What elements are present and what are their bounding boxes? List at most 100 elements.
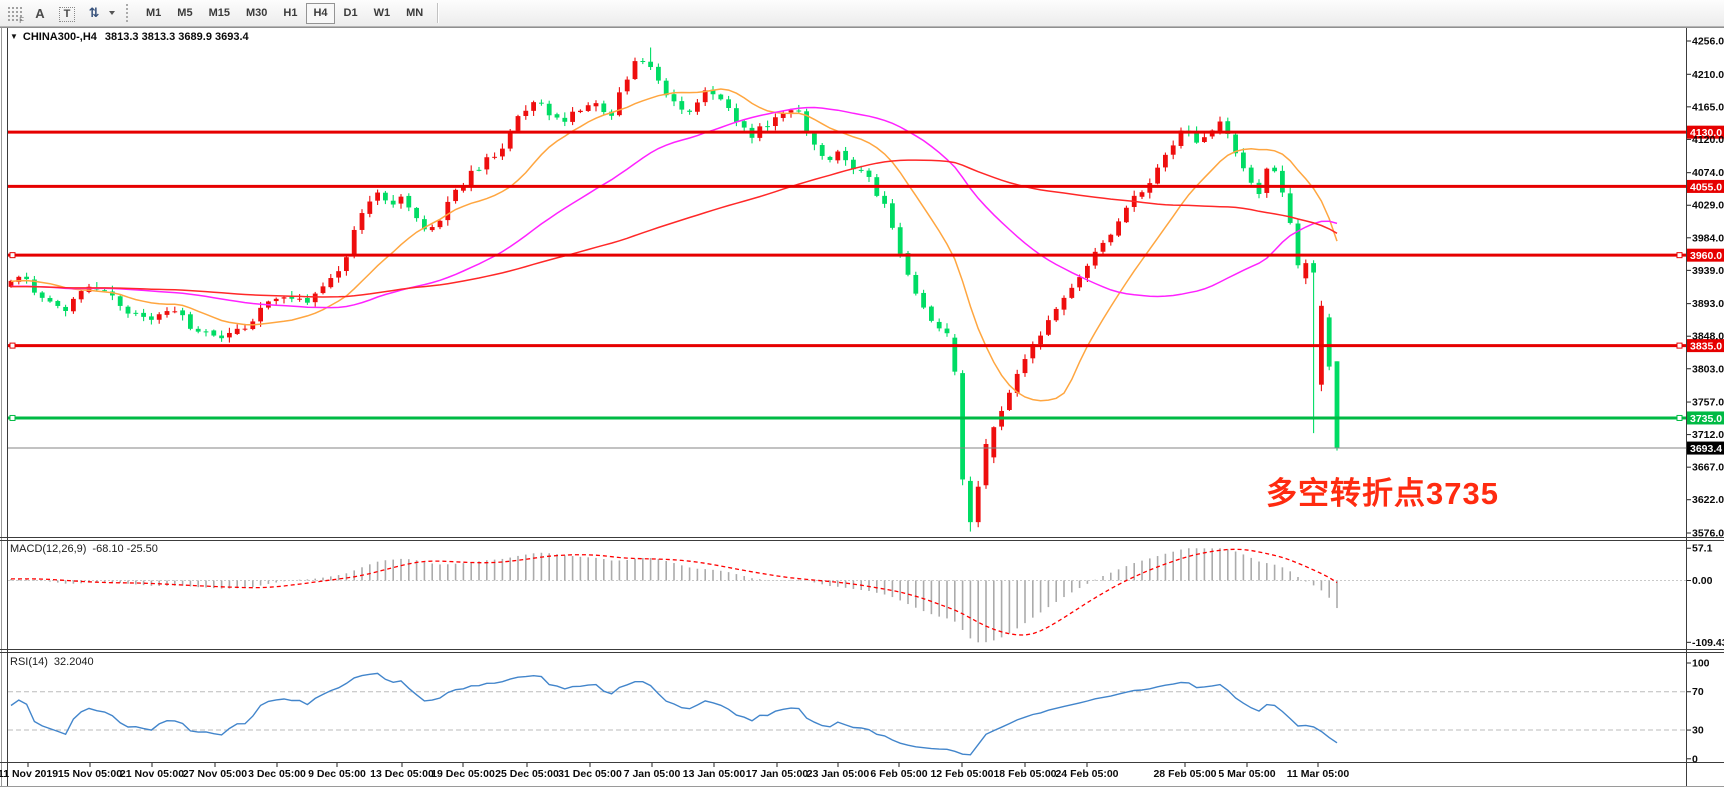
time-tick-label: 28 Feb 05:00	[1153, 768, 1216, 780]
level-price-label-bg	[1687, 179, 1724, 193]
timeframe-w1-button[interactable]: W1	[367, 3, 398, 24]
price-tick-label: 3984.0	[1692, 232, 1724, 244]
timeframe-m1-button[interactable]: M1	[139, 3, 168, 24]
price-tick-label: 3576.0	[1692, 528, 1724, 540]
time-tick-label: 11 Mar 05:00	[1287, 768, 1350, 780]
timeframe-h1-button[interactable]: H1	[276, 3, 304, 24]
price-tick-label: 3939.0	[1692, 265, 1724, 277]
time-tick-label: 5 Mar 05:00	[1218, 768, 1275, 780]
price-tick-label: 3803.0	[1692, 363, 1724, 375]
timeframe-bar-grip[interactable]	[126, 4, 132, 22]
price-tick-label: 3848.0	[1692, 331, 1724, 343]
toolbar: F A T ⇅ M1 M5 M15 M30 H1 H4 D1 W1 MN	[0, 0, 1724, 27]
macd-tick-label: 0.00	[1692, 575, 1713, 587]
text-label-tool-button[interactable]: T	[55, 2, 79, 24]
time-tick-label: 9 Dec 05:00	[308, 768, 366, 780]
time-tick-label: 7 Jan 05:00	[624, 768, 681, 780]
price-tick-label: 3667.0	[1692, 462, 1724, 474]
time-tick-label: 31 Dec 05:00	[558, 768, 622, 780]
candles-layer	[8, 47, 1340, 532]
time-tick-label: 24 Feb 05:00	[1055, 768, 1118, 780]
symbol-dropdown-icon[interactable]: ▼	[10, 32, 18, 41]
macd-name: MACD(12,26,9)	[10, 543, 87, 555]
level-price-label-bg	[1687, 125, 1724, 139]
time-tick-label: 3 Dec 05:00	[248, 768, 306, 780]
rsi-value: 32.2040	[53, 656, 94, 668]
time-tick-label: 23 Jan 05:00	[807, 768, 870, 780]
rsi-line	[10, 672, 1338, 756]
rsi-tick-label: 30	[1692, 725, 1704, 737]
level-line-handle[interactable]	[1676, 252, 1683, 259]
chart-title: ▼ CHINA300-,H4 3813.3 3813.3 3689.9 3693.4	[10, 31, 249, 43]
price-tick-label: 3893.0	[1692, 298, 1724, 310]
level-line-handle[interactable]	[9, 252, 16, 259]
text-label-tool-icon: T	[58, 6, 76, 22]
level-price-label-bg	[1687, 248, 1724, 262]
current-price-label-bg	[1687, 441, 1724, 455]
level-price-label-bg	[1687, 339, 1724, 353]
time-tick-label: 15 Nov 05:00	[58, 768, 122, 780]
arrows-tool-icon: ⇅	[88, 5, 100, 20]
grip-f-label: F	[19, 15, 24, 25]
time-tick-label: 13 Dec 05:00	[370, 768, 434, 780]
ohlc-values: 3813.3 3813.3 3689.9 3693.4	[104, 31, 249, 43]
level-price-label: 3835.0	[1690, 341, 1722, 353]
price-tick-label: 4256.0	[1692, 36, 1724, 48]
level-price-label: 3960.0	[1690, 250, 1722, 262]
time-tick-label: 21 Nov 05:00	[120, 768, 184, 780]
timeframe-m15-button[interactable]: M15	[202, 3, 237, 24]
price-tick-label: 3712.0	[1692, 429, 1724, 441]
macd-signal-line	[11, 548, 1338, 636]
annotation-text[interactable]: 多空转折点3735	[1266, 476, 1499, 511]
level-price-label: 3735.0	[1690, 413, 1722, 425]
time-tick-label: 25 Dec 05:00	[495, 768, 559, 780]
time-tick-label: 17 Jan 05:00	[746, 768, 809, 780]
price-tick-label: 4210.0	[1692, 69, 1724, 81]
time-tick-label: 13 Jan 05:00	[683, 768, 746, 780]
time-tick-label: 12 Feb 05:00	[930, 768, 993, 780]
macd-histogram	[10, 548, 1338, 643]
level-price-label-bg	[1687, 411, 1724, 425]
symbol-period-label: CHINA300-,H4	[22, 31, 97, 43]
moving-average-line-14	[10, 88, 1338, 402]
timeframe-m5-button[interactable]: M5	[170, 3, 199, 24]
moving-average-line-40	[10, 106, 1338, 309]
price-tick-label: 3622.0	[1692, 494, 1724, 506]
rsi-tick-label: 0	[1692, 753, 1698, 765]
current-price-label: 3693.4	[1690, 443, 1722, 455]
timeframe-h4-button[interactable]: H4	[306, 2, 335, 24]
time-tick-label: 27 Nov 05:00	[183, 768, 247, 780]
rsi-tick-label: 100	[1692, 658, 1710, 670]
arrows-tool-button[interactable]: ⇅	[82, 2, 106, 24]
level-line-handle[interactable]	[1676, 414, 1683, 421]
level-line-handle[interactable]	[1676, 342, 1683, 349]
macd-tick-label: -109.43	[1692, 637, 1724, 649]
time-tick-label: 19 Dec 05:00	[431, 768, 495, 780]
rsi-tick-label: 70	[1692, 686, 1704, 698]
level-price-label: 4055.0	[1690, 181, 1722, 193]
macd-tick-label: 57.1	[1692, 543, 1713, 555]
toolbar-grip-icon[interactable]: F	[7, 5, 24, 25]
time-tick-label: 18 Feb 05:00	[993, 768, 1056, 780]
time-tick-label: 6 Feb 05:00	[870, 768, 927, 780]
rsi-indicator-label: RSI(14) 32.2040	[10, 656, 94, 668]
price-tick-label: 4029.0	[1692, 200, 1724, 212]
text-tool-icon: A	[35, 5, 45, 21]
price-tick-label: 4120.0	[1692, 134, 1724, 146]
moving-average-line-80	[11, 159, 1338, 298]
text-tool-button[interactable]: A	[28, 2, 52, 24]
timeframe-d1-button[interactable]: D1	[337, 3, 365, 24]
rsi-name: RSI(14)	[10, 656, 48, 668]
level-line-handle[interactable]	[9, 414, 16, 421]
level-line-handle[interactable]	[9, 342, 16, 349]
macd-indicator-label: MACD(12,26,9) -68.10 -25.50	[10, 543, 158, 555]
level-price-label: 4130.0	[1690, 127, 1722, 139]
price-tick-label: 4074.0	[1692, 167, 1724, 179]
toolbar-separator	[437, 3, 439, 23]
timeframe-bar: M1 M5 M15 M30 H1 H4 D1 W1 MN	[139, 2, 430, 24]
arrows-dropdown-caret-icon[interactable]	[109, 11, 115, 15]
timeframe-m30-button[interactable]: M30	[239, 3, 274, 24]
timeframe-mn-button[interactable]: MN	[399, 3, 430, 24]
